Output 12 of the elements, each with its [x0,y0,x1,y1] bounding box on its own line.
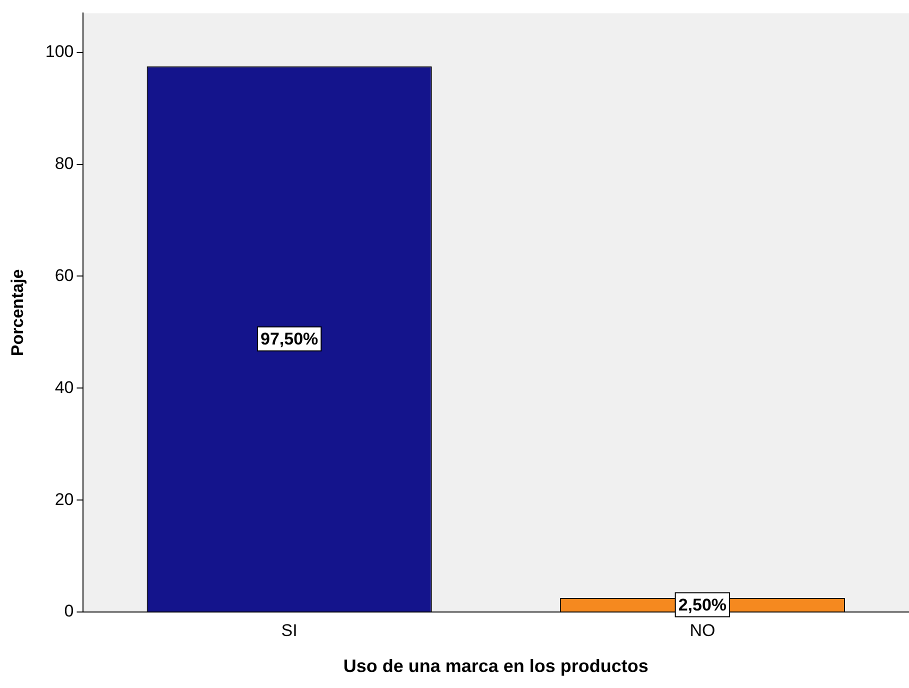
x-axis-title: Uso de una marca en los productos [343,656,648,676]
y-tick-label: 60 [54,266,74,285]
y-tick-label: 0 [64,602,74,621]
y-tick-label: 20 [54,490,74,509]
y-tick-label: 40 [54,378,74,397]
y-tick-label: 80 [54,154,74,173]
data-label: 97,50% [260,330,318,349]
data-label: 2,50% [678,595,727,614]
y-tick-label: 100 [45,42,74,62]
y-axis-title: Porcentaje [8,269,27,356]
x-tick-label: SI [281,620,298,640]
x-tick-label: NO [690,620,716,640]
